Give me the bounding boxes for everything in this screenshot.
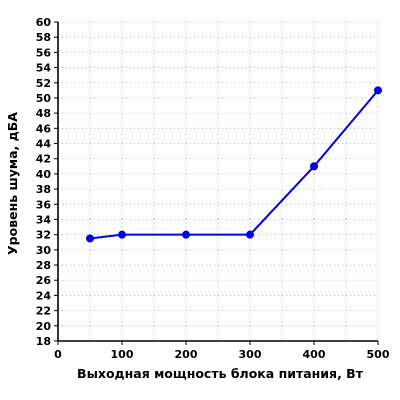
y-tick-label: 40 (36, 168, 52, 181)
y-axis-label: Уровень шума, дБА (5, 112, 20, 255)
data-point (310, 162, 318, 171)
data-point (86, 234, 94, 243)
y-tick-label: 52 (36, 77, 51, 90)
y-tick-label: 38 (36, 183, 51, 196)
axes (54, 21, 379, 345)
grid (58, 21, 379, 341)
y-tick-label: 24 (36, 289, 52, 302)
x-tick-label: 500 (367, 348, 390, 361)
x-tick-label: 100 (111, 348, 134, 361)
y-tick-label: 48 (36, 107, 51, 120)
y-tick-label: 42 (36, 153, 51, 166)
data-point (374, 86, 382, 95)
x-axis-label: Выходная мощность блока питания, Вт (77, 366, 364, 381)
series-group (86, 86, 382, 243)
y-tick-label: 22 (36, 305, 51, 318)
y-tick-label: 44 (36, 138, 52, 151)
data-point (246, 230, 254, 239)
y-tick-label: 60 (36, 16, 52, 29)
y-tick-label: 30 (36, 244, 52, 257)
tick-labels: 18 20 22 24 26 28 30 32 34 36 38 40 42 44 46 48 50 52 54 56… (36, 16, 390, 361)
y-tick-label: 32 (36, 229, 51, 242)
data-point (182, 230, 190, 239)
x-tick-label: 200 (175, 348, 198, 361)
y-tick-label: 26 (36, 274, 52, 287)
y-tick-label: 50 (36, 92, 52, 105)
x-tick-label: 400 (303, 348, 326, 361)
y-tick-label: 18 (36, 335, 51, 348)
y-tick-label: 36 (36, 198, 52, 211)
x-tick-label: 300 (239, 348, 262, 361)
y-tick-label: 28 (36, 259, 51, 272)
y-tick-label: 54 (36, 62, 52, 75)
y-tick-label: 46 (36, 122, 52, 135)
x-tick-label: 0 (54, 348, 62, 361)
y-tick-label: 56 (36, 46, 52, 59)
series-line (89, 89, 379, 240)
y-tick-label: 34 (36, 213, 52, 226)
y-tick-label: 58 (36, 31, 51, 44)
y-tick-label: 20 (36, 320, 52, 333)
data-point (118, 230, 126, 239)
